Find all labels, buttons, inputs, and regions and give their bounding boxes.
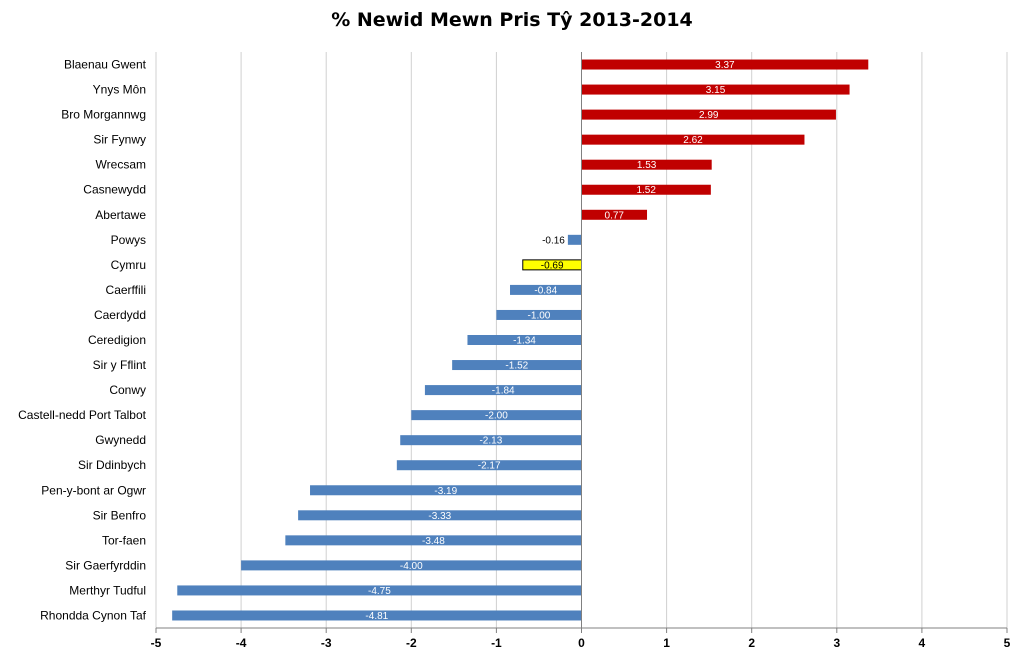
bar	[400, 435, 582, 446]
data-label: -4.81	[365, 611, 388, 622]
data-label: -3.33	[428, 511, 451, 522]
category-label: Castell-nedd Port Talbot	[18, 408, 147, 422]
x-tick-label: 3	[833, 636, 840, 650]
bar	[510, 284, 582, 295]
category-label: Merthyr Tudful	[69, 583, 146, 597]
bar	[581, 184, 711, 195]
data-label: -0.84	[534, 285, 557, 296]
data-label: -1.52	[505, 361, 528, 372]
data-label: -2.17	[478, 461, 501, 472]
bar	[581, 134, 805, 145]
data-label: 3.37	[715, 60, 735, 71]
data-label: -1.00	[528, 310, 551, 321]
data-label: 2.62	[683, 135, 703, 146]
category-label: Gwynedd	[95, 433, 146, 447]
category-label: Tor-faen	[102, 533, 146, 547]
data-label: -1.84	[492, 386, 515, 397]
data-label: -4.75	[368, 586, 391, 597]
data-label: 3.15	[706, 85, 726, 96]
category-label: Pen-y-bont ar Ogwr	[41, 483, 146, 497]
x-axis-ticks: -5 -4 -3 -2 -1 0 1 2 3 4 5	[151, 52, 1011, 650]
bar	[285, 535, 582, 546]
category-label: Wrecsam	[96, 158, 146, 172]
x-tick-label: 5	[1004, 636, 1011, 650]
x-tick-label: -3	[321, 636, 332, 650]
chart-title: % Newid Mewn Pris Tŷ 2013-2014	[331, 9, 693, 31]
data-label: -0.69	[541, 260, 564, 271]
bar	[452, 360, 582, 371]
x-tick-label: 1	[663, 636, 670, 650]
category-label: Sir Benfro	[93, 508, 147, 522]
category-label: Cymru	[111, 258, 146, 272]
data-label: -2.00	[485, 411, 508, 422]
x-tick-label: 0	[578, 636, 585, 650]
category-label: Blaenau Gwent	[64, 58, 147, 72]
bar	[496, 309, 582, 320]
x-tick-label: 2	[748, 636, 755, 650]
category-label: Conwy	[109, 383, 146, 397]
bar	[177, 585, 582, 596]
bar	[310, 485, 582, 496]
category-label: Sir Gaerfyrddin	[65, 558, 146, 572]
bar	[567, 234, 582, 245]
data-label: -1.34	[513, 336, 536, 347]
data-label: -2.13	[479, 436, 502, 447]
bar	[581, 109, 836, 120]
bar	[424, 385, 582, 396]
bar	[411, 410, 582, 421]
x-tick-label: -5	[151, 636, 162, 650]
bar	[298, 510, 582, 521]
bars	[172, 59, 869, 621]
data-label: -4.00	[400, 561, 423, 572]
bar	[581, 209, 648, 220]
category-label: Powys	[111, 233, 146, 247]
category-label: Sir Ddinbych	[78, 458, 146, 472]
data-label: 0.77	[605, 210, 625, 221]
x-tick-label: -2	[406, 636, 417, 650]
data-label: 1.52	[636, 185, 656, 196]
data-labels: 3.37 3.15 2.99 2.62 1.53 1.52 0.77 -0.16 -0.69 -0…	[365, 60, 735, 622]
x-tick-label: -4	[236, 636, 247, 650]
bar	[581, 84, 850, 95]
category-label: Ynys Môn	[93, 83, 146, 97]
bar	[241, 560, 582, 571]
category-labels: Blaenau Gwent Ynys Môn Bro Morgannwg Sir Fy…	[18, 58, 147, 623]
data-label: -3.48	[422, 536, 445, 547]
bar	[172, 610, 582, 621]
category-label: Ceredigion	[88, 333, 146, 347]
category-label: Sir y Fflint	[93, 358, 147, 372]
category-label: Rhondda Cynon Taf	[40, 608, 147, 622]
category-label: Abertawe	[95, 208, 146, 222]
data-label: 2.99	[699, 110, 719, 121]
data-label: -3.19	[434, 486, 457, 497]
bar	[581, 59, 869, 70]
bar	[396, 460, 582, 471]
bar	[467, 335, 582, 345]
x-tick-label: -1	[491, 636, 502, 650]
category-label: Casnewydd	[83, 183, 146, 197]
bar	[581, 159, 712, 170]
data-label: -0.16	[542, 235, 565, 246]
x-tick-label: 4	[919, 636, 926, 650]
category-label: Sir Fynwy	[93, 133, 146, 147]
category-label: Caerdydd	[94, 308, 146, 322]
category-label: Caerffili	[106, 283, 146, 297]
data-label: 1.53	[637, 160, 657, 171]
category-label: Bro Morgannwg	[61, 108, 146, 122]
